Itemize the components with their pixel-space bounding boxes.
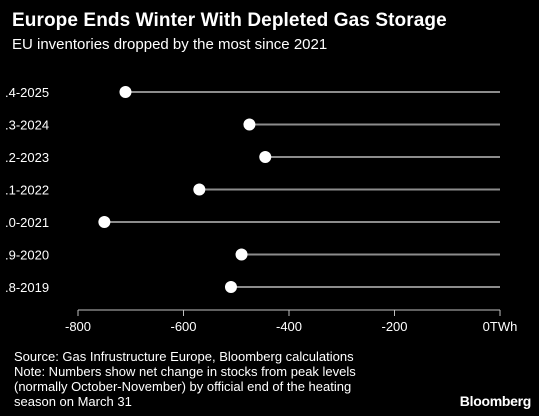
x-tick-label: -400	[276, 319, 302, 334]
data-point	[193, 183, 206, 196]
y-tick-labels: .4-2025 .3-2024 .2-2023 .1-2022 .0-2021 .9-20…	[5, 85, 49, 295]
note-line: Note: Numbers show net change in stocks …	[14, 364, 356, 379]
y-tick-label: .9-2020	[5, 248, 49, 263]
y-tick-label: .3-2024	[5, 118, 49, 133]
data-point	[98, 216, 111, 228]
chart-footer: Source: Gas Infrustructure Europe, Bloom…	[14, 349, 434, 409]
y-tick-label: .2-2023	[5, 150, 49, 165]
bloomberg-logo: Bloomberg	[459, 393, 532, 409]
x-tick-label: -600	[170, 319, 196, 334]
x-axis: -800 -600 -400 -200 0TWh	[65, 309, 518, 334]
data-point	[224, 281, 237, 293]
chart-subtitle: EU inventories dropped by the most since…	[12, 36, 328, 53]
data-point	[259, 151, 272, 163]
x-tick-label: 0TWh	[483, 319, 518, 334]
data-point	[235, 248, 248, 261]
x-tick-label: -200	[381, 319, 407, 334]
dots	[98, 86, 272, 293]
source-note: Source: Gas Infrustructure Europe, Bloom…	[14, 349, 354, 364]
y-tick-label: .8-2019	[5, 280, 49, 295]
y-tick-label: .4-2025	[5, 85, 49, 100]
note-line: season on March 31	[14, 394, 132, 409]
data-point	[119, 86, 132, 98]
x-tick-label: -800	[65, 319, 91, 334]
stems	[104, 91, 500, 288]
note-line: (normally October-November) by official …	[14, 379, 352, 394]
chart-title: Europe Ends Winter With Depleted Gas Sto…	[12, 10, 447, 31]
data-point	[243, 118, 256, 131]
y-tick-label: .0-2021	[5, 215, 49, 230]
y-tick-label: .1-2022	[5, 183, 49, 198]
